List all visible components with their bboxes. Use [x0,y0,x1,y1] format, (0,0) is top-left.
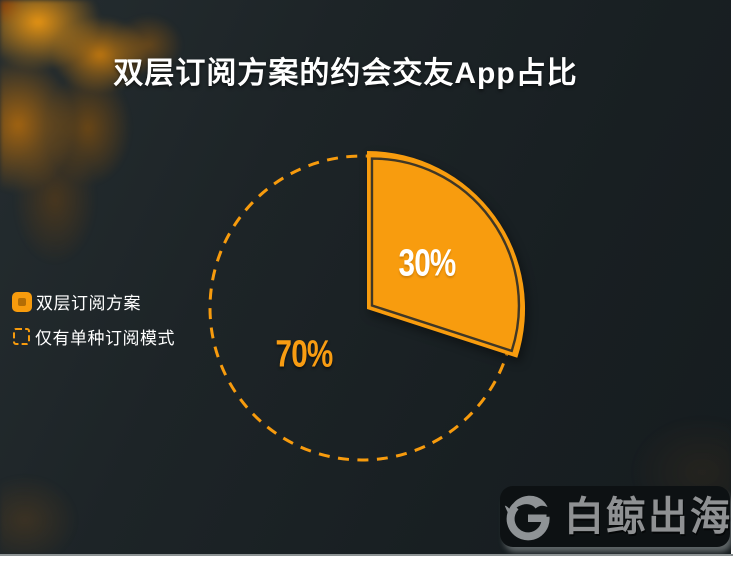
legend-swatch-solid-icon [12,291,32,312]
pie-slice-bevel-line [370,157,521,353]
chart-title: 双层订阅方案的约会交友App占比 [113,57,578,90]
legend-item-dual-subscription: 双层订阅方案 [12,289,175,314]
legend: 双层订阅方案 仅有单种订阅模式 [12,289,175,359]
pie-label-30: 30% [398,242,457,285]
watermark-badge: 白鲸出海 [500,486,730,547]
blurred-leaf-decoration [0,0,731,554]
legend-swatch-dashed-icon [13,328,30,345]
pie-slice-30pct [367,151,526,358]
legend-item-single-subscription: 仅有单种订阅模式 [12,324,175,349]
page-bottom-margin [0,554,733,571]
whale-g-logo-icon [504,495,550,540]
legend-item-label: 仅有单种订阅模式 [35,329,175,348]
legend-item-label: 双层订阅方案 [36,294,141,313]
watermark-text: 白鲸出海 [564,494,732,539]
pie-chart-svg [208,151,526,462]
background-photo [0,0,731,554]
page-right-margin [731,0,733,571]
pie-label-70: 70% [275,333,334,376]
